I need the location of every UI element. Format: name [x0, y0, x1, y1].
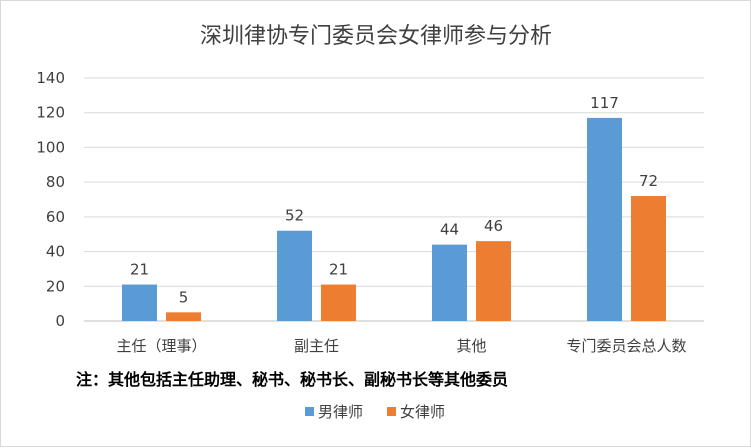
data-label: 117: [590, 94, 619, 112]
y-tick-label: 20: [46, 277, 65, 295]
y-tick-label: 140: [36, 69, 65, 87]
bar-女律师: [631, 196, 666, 321]
y-tick-label: 60: [46, 208, 65, 226]
legend-label: 女律师: [400, 403, 445, 421]
bar-男律师: [587, 117, 622, 322]
bar-男律师: [277, 230, 312, 321]
y-tick-label: 100: [36, 138, 65, 156]
y-tick-label: 40: [46, 243, 65, 261]
data-label: 52: [285, 207, 304, 225]
legend-label: 男律师: [318, 403, 363, 421]
data-label: 46: [484, 217, 503, 235]
legend-swatch: [387, 407, 396, 416]
chart-title: 深圳律协专门委员会女律师参与分析: [200, 24, 552, 49]
bar-男律师: [432, 244, 467, 321]
y-tick-label: 0: [55, 312, 65, 330]
y-tick-label: 80: [46, 173, 65, 191]
data-label: 5: [179, 288, 189, 306]
bar-女律师: [476, 241, 511, 321]
x-tick-label: 专门委员会总人数: [566, 337, 686, 355]
x-tick-label: 其他: [456, 337, 486, 355]
data-label: 72: [639, 172, 658, 190]
data-label: 21: [130, 261, 149, 279]
x-tick-label: 副主任: [294, 337, 339, 355]
bar-女律师: [321, 284, 356, 321]
data-label: 21: [329, 261, 348, 279]
chart-annotation: 注：其他包括主任助理、秘书、秘书长、副秘书长等其他委员: [76, 370, 508, 389]
y-tick-label: 120: [36, 104, 65, 122]
x-tick-label: 主任（理事）: [116, 337, 206, 355]
bar-女律师: [166, 312, 201, 321]
legend-swatch: [305, 407, 314, 416]
data-label: 44: [440, 221, 459, 239]
bar-男律师: [122, 284, 157, 321]
